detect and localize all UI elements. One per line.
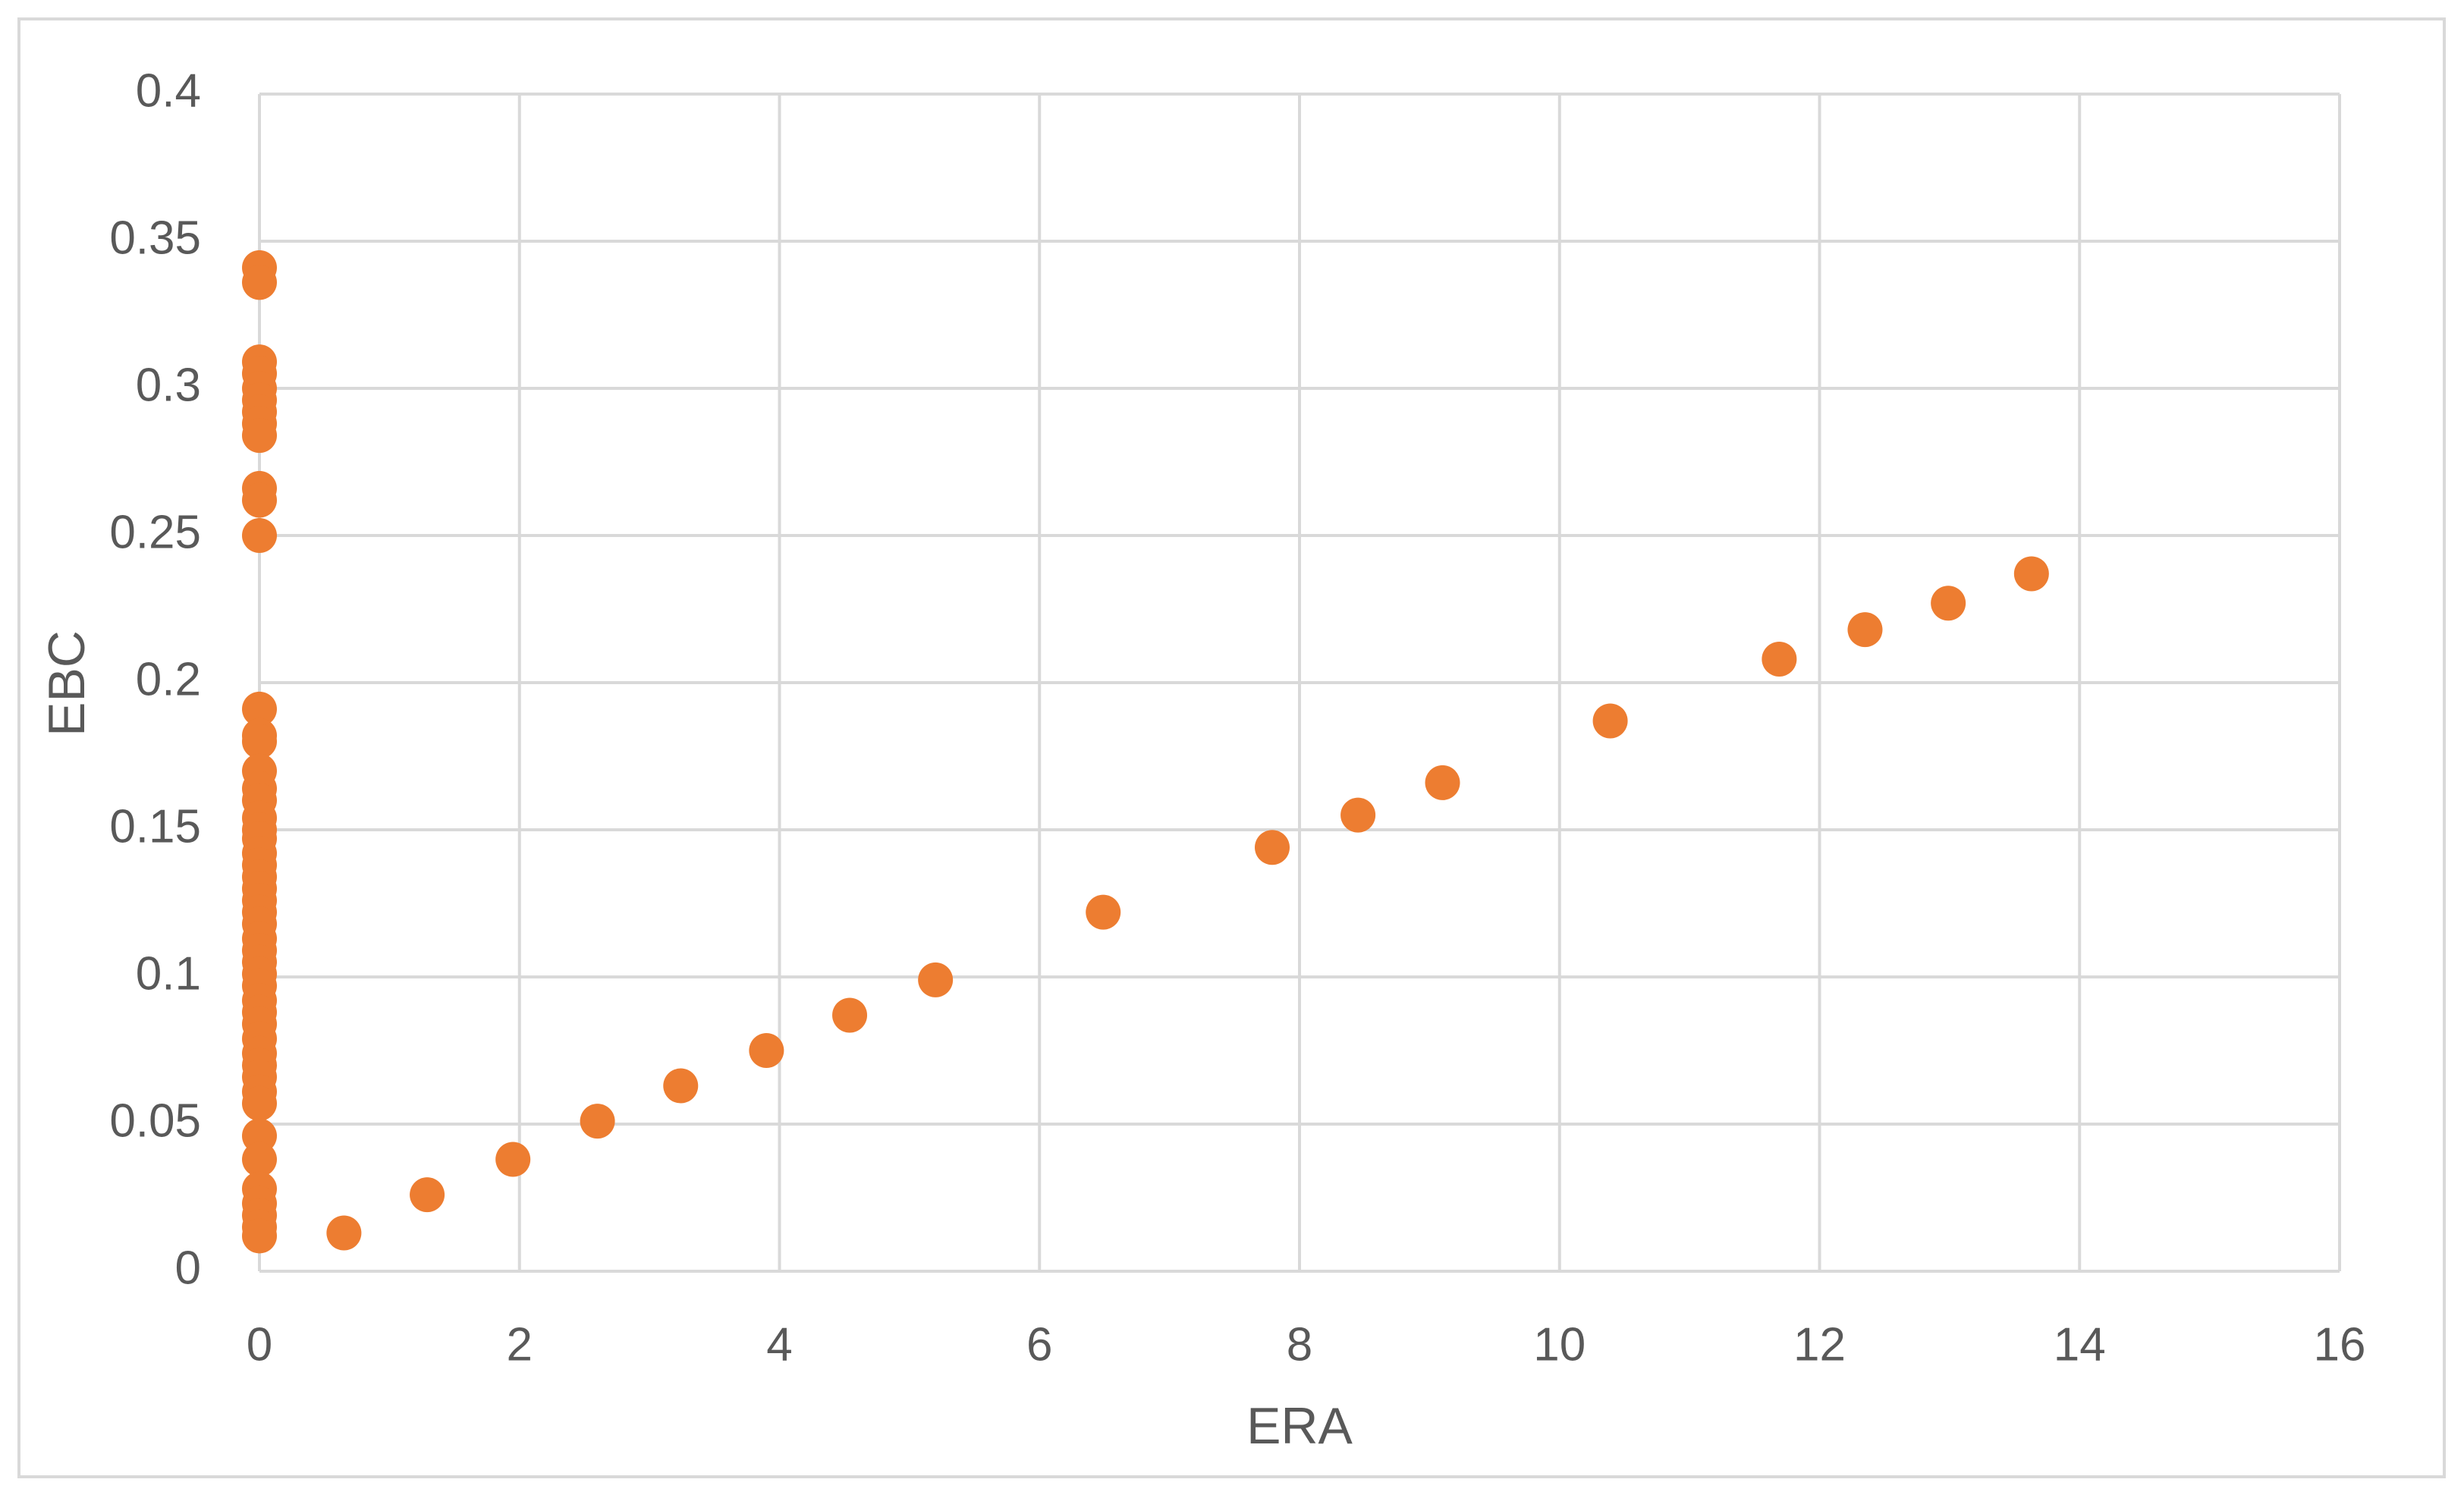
point (242, 1085, 277, 1121)
point (2013, 556, 2049, 592)
point (1255, 830, 1290, 865)
y-tick-label: 0.05 (109, 1095, 201, 1147)
point (1592, 703, 1628, 739)
y-tick-label: 0.15 (109, 800, 201, 853)
point (242, 691, 277, 727)
point (242, 518, 277, 553)
x-tick-label: 10 (1533, 1318, 1586, 1371)
chart-border (17, 17, 2446, 1478)
point (410, 1177, 445, 1213)
point (1847, 612, 1883, 648)
point (580, 1104, 615, 1139)
x-tick-label: 4 (766, 1318, 792, 1371)
y-tick-label: 0 (175, 1242, 201, 1294)
point (1425, 765, 1460, 800)
y-tick-label: 0.2 (136, 653, 201, 705)
x-axis-title: ERA (1246, 1397, 1353, 1455)
point (242, 724, 277, 759)
x-tick-label: 12 (1793, 1318, 1846, 1371)
x-tick-label: 16 (2314, 1318, 2366, 1371)
y-axis-title: EBC (38, 630, 96, 737)
y-tick-label: 0.25 (109, 506, 201, 558)
point (918, 962, 954, 997)
point (1762, 641, 1797, 677)
x-tick-label: 14 (2054, 1318, 2106, 1371)
point (1340, 797, 1376, 833)
point (326, 1215, 362, 1251)
y-tick-label: 0.4 (136, 64, 201, 117)
point (242, 482, 277, 518)
point (242, 1218, 277, 1254)
point (1086, 894, 1121, 930)
point (749, 1033, 784, 1068)
point (242, 265, 277, 300)
y-tick-label: 0.3 (136, 359, 201, 411)
point (1931, 586, 1966, 621)
point (242, 1142, 277, 1177)
x-tick-label: 8 (1287, 1318, 1312, 1371)
x-tick-label: 2 (507, 1318, 533, 1371)
x-tick-label: 6 (1026, 1318, 1052, 1371)
point (663, 1068, 699, 1104)
point (495, 1142, 531, 1177)
x-tick-label: 0 (247, 1318, 272, 1371)
point (832, 997, 868, 1033)
y-tick-label: 0.1 (136, 947, 201, 1000)
point (242, 418, 277, 454)
y-tick-label: 0.35 (109, 212, 201, 264)
